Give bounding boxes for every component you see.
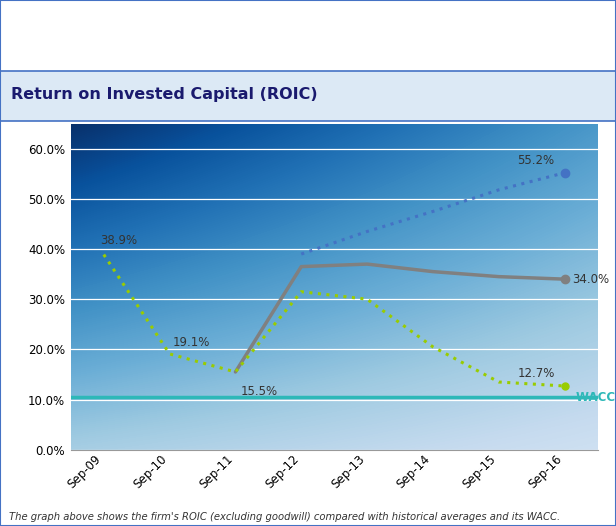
Text: 34.0%: 34.0% <box>572 272 610 286</box>
Text: 55.2%: 55.2% <box>517 154 555 167</box>
Text: WACC, 10.5%: WACC, 10.5% <box>577 390 616 403</box>
FancyBboxPatch shape <box>0 71 616 121</box>
Text: 12.7%: 12.7% <box>517 367 555 380</box>
Text: 19.1%: 19.1% <box>173 336 210 349</box>
Text: 15.5%: 15.5% <box>241 385 278 398</box>
Text: Return on Invested Capital (ROIC): Return on Invested Capital (ROIC) <box>11 87 318 103</box>
Text: 38.9%: 38.9% <box>100 234 137 247</box>
Text: The graph above shows the firm's ROIC (excluding goodwill) compared with histori: The graph above shows the firm's ROIC (e… <box>9 512 561 522</box>
